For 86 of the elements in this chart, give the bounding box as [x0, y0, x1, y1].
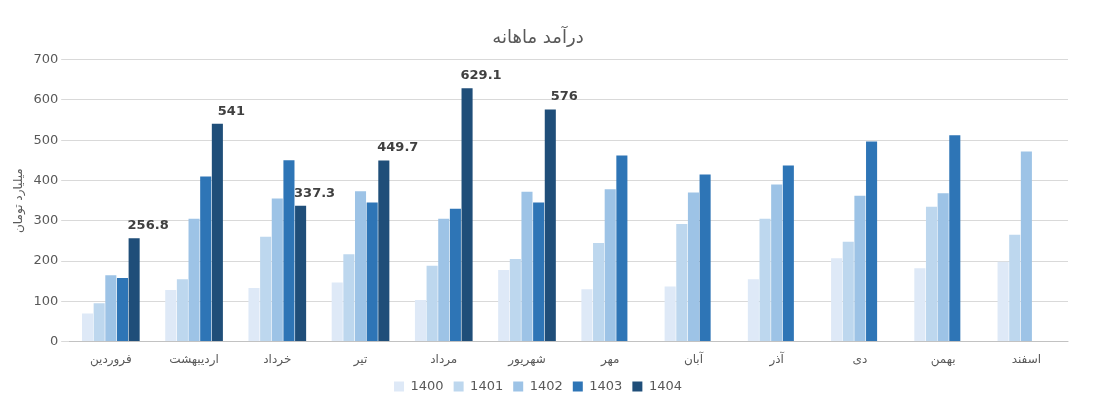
bar: [1020, 151, 1032, 342]
bar: [687, 192, 699, 342]
x-tick-label: دی: [852, 351, 868, 366]
bar: [378, 160, 390, 342]
bar: [759, 218, 771, 342]
legend-label: 1402: [529, 377, 563, 393]
y-tick-label: 600: [33, 91, 59, 107]
x-tick-label: خرداد: [263, 351, 292, 367]
bar: [248, 288, 260, 342]
bar: [937, 193, 949, 342]
bar: [498, 269, 510, 342]
x-tick-label: آذر: [768, 350, 785, 367]
data-label: 337.3: [294, 184, 336, 200]
y-tick-label: 500: [33, 131, 59, 147]
bar: [544, 109, 556, 342]
bar: [842, 241, 854, 342]
bar: [331, 282, 343, 342]
bar: [426, 265, 438, 342]
x-tick-label: بهمن: [930, 351, 956, 367]
chart-title: درآمد ماهانه: [492, 25, 584, 48]
data-label: 541: [217, 102, 245, 118]
x-tick-label: مرداد: [430, 351, 458, 367]
y-tick-label: 400: [33, 171, 59, 187]
x-tick-label: مهر: [599, 351, 620, 367]
bar: [188, 218, 200, 342]
bar: [271, 198, 283, 342]
data-label: 449.7: [377, 139, 419, 155]
y-axis-title: میلیارد تومان: [11, 168, 27, 233]
bar: [581, 289, 593, 342]
bar: [128, 238, 140, 342]
bar: [295, 205, 307, 342]
bar: [914, 268, 926, 342]
bar: [211, 123, 223, 342]
bar: [260, 236, 272, 342]
bar: [676, 223, 688, 342]
x-tick-label: اسفند: [1011, 351, 1042, 366]
bar: [831, 258, 843, 342]
bar: [854, 195, 866, 342]
x-tick-label: شهریور: [507, 351, 546, 367]
bar: [343, 254, 355, 342]
bar: [925, 206, 938, 342]
bar: [747, 279, 759, 342]
bar: [664, 286, 676, 342]
bar: [699, 174, 711, 342]
legend-label: 1401: [470, 377, 504, 393]
bar: [81, 313, 94, 342]
y-tick-label: 300: [33, 212, 59, 228]
legend-label: 1400: [410, 377, 444, 393]
bar: [354, 191, 367, 342]
bar: [866, 141, 878, 342]
bar: [366, 202, 378, 342]
bar: [533, 202, 545, 342]
data-label: 576: [550, 88, 578, 104]
bar: [449, 208, 461, 342]
legend-label: 1404: [648, 377, 682, 393]
bar: [997, 261, 1009, 342]
bar: [782, 165, 794, 342]
bar: [165, 290, 177, 342]
bar: [438, 218, 450, 342]
bar: [1009, 234, 1021, 342]
y-tick-label: 0: [49, 332, 59, 348]
bar: [616, 155, 628, 342]
x-tick-label: فروردین: [89, 351, 132, 367]
bar: [200, 176, 212, 342]
x-tick-label: اردیبهشت: [169, 351, 219, 367]
x-tick-label: تیر: [352, 351, 368, 367]
bar: [93, 303, 105, 342]
legend-label: 1403: [589, 377, 623, 393]
bar: [949, 135, 961, 342]
data-label: 256.8: [127, 217, 169, 233]
bar: [521, 191, 533, 342]
bar: [593, 242, 605, 342]
data-label: 629.1: [460, 67, 502, 83]
bar: [414, 300, 426, 342]
bar: [604, 189, 616, 342]
bar: [283, 160, 295, 342]
bar: [116, 277, 129, 342]
bar: [509, 259, 521, 342]
x-tick-label: آبان: [683, 350, 704, 366]
bar: [176, 279, 188, 342]
y-tick-label: 100: [33, 292, 59, 308]
bar: [771, 184, 783, 342]
y-tick-label: 200: [33, 252, 59, 268]
bar: [105, 275, 117, 342]
bar: [461, 88, 473, 342]
y-tick-label: 700: [33, 50, 59, 66]
